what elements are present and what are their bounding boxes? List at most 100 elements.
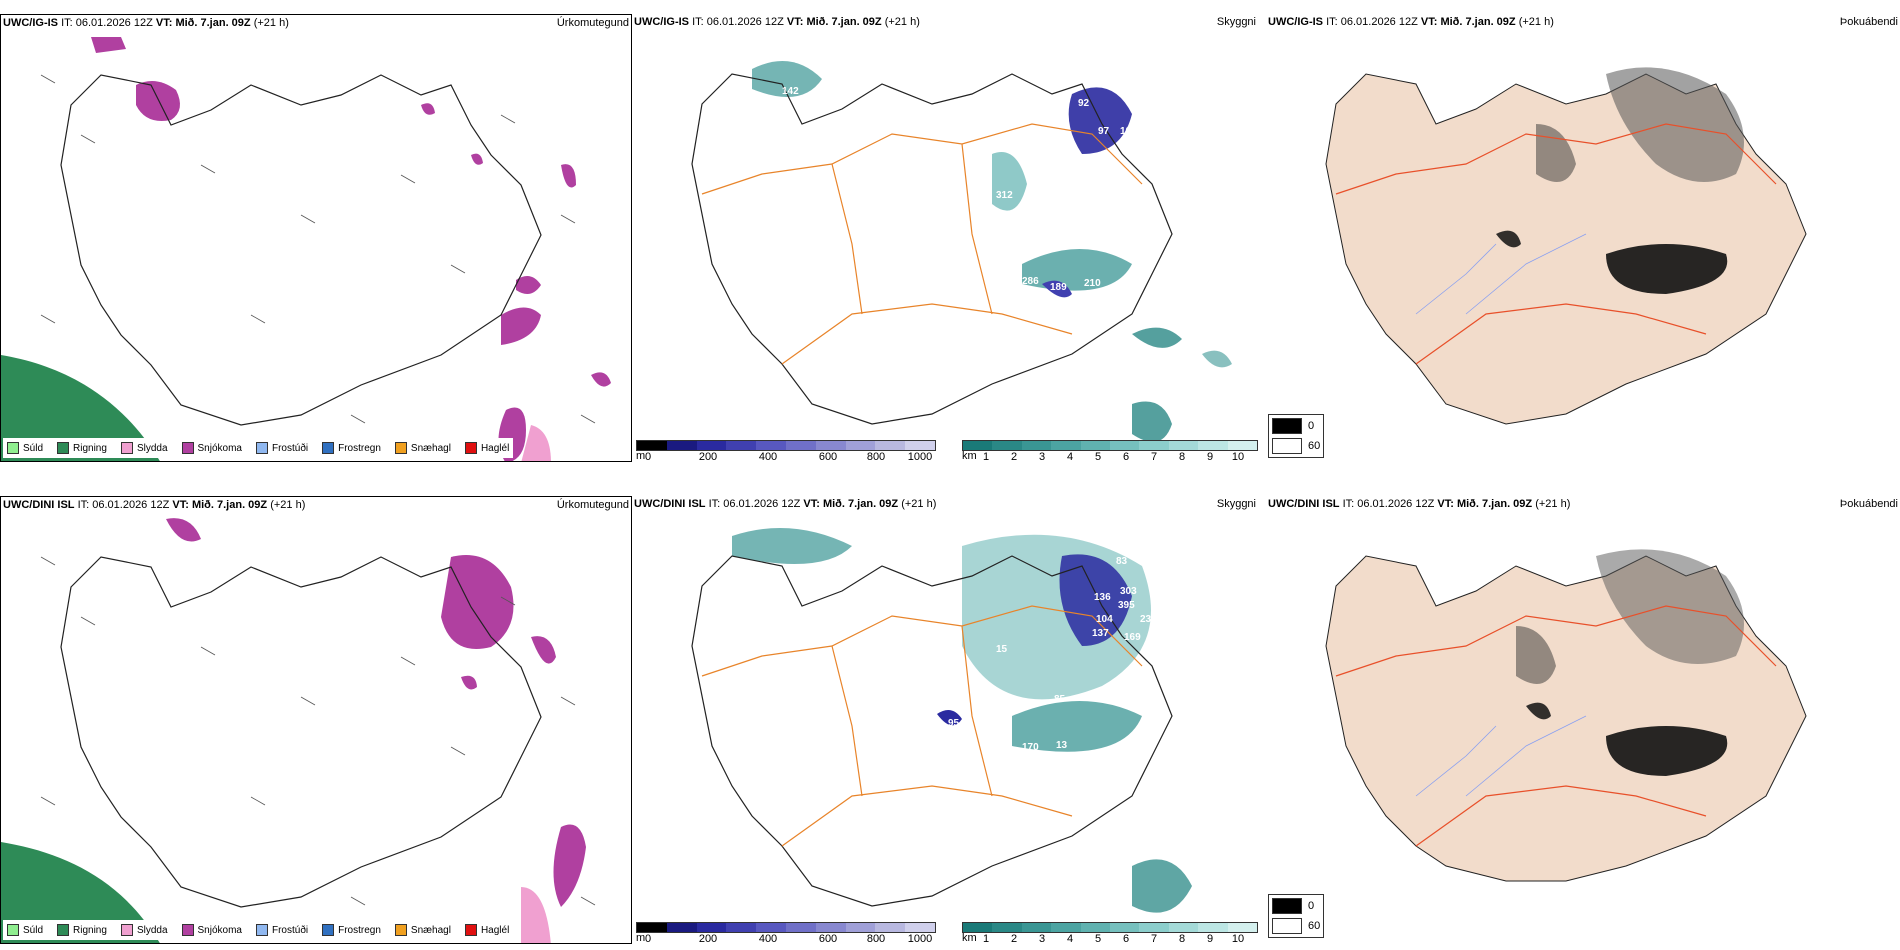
fog-area xyxy=(1516,626,1556,684)
iceland-outline xyxy=(60,556,542,908)
cloud-number: 210 xyxy=(1084,278,1101,289)
ptype-title-2: UWC/DINI ISL IT: 06.01.2026 12Z VT: Mið.… xyxy=(3,499,306,511)
colorbar-tick: 400 xyxy=(758,933,778,944)
legend-swatch xyxy=(255,924,268,936)
fog-swatch xyxy=(1272,898,1302,914)
snow-area xyxy=(561,164,576,188)
cloud-number: 632 xyxy=(738,36,755,47)
vis-name-2: Skyggni xyxy=(1216,498,1256,510)
vis-name-1: Skyggni xyxy=(1216,16,1256,28)
colorbar-bar xyxy=(962,922,1258,933)
colorbar-segment xyxy=(1021,441,1052,450)
colorbar-segment xyxy=(1021,923,1052,932)
colorbar-unit: m xyxy=(636,450,646,462)
ptype-title-1: UWC/IG-IS IT: 06.01.2026 12Z VT: Mið. 7.… xyxy=(3,17,289,29)
road-line xyxy=(831,645,863,797)
colorbar-segment xyxy=(1168,441,1199,450)
cloud-number: 395 xyxy=(1118,600,1135,611)
colorbar-segment xyxy=(637,923,667,932)
colorbar-tick: 8 xyxy=(1178,451,1186,462)
river-line xyxy=(1415,243,1497,315)
colorbar-tick: 10 xyxy=(1231,933,1245,944)
legend-swatch xyxy=(181,924,194,936)
river-line xyxy=(1415,725,1497,797)
colorbar-segment xyxy=(1168,923,1199,932)
colorbar-tick: 3 xyxy=(1038,933,1046,944)
legend-swatch xyxy=(7,442,19,454)
fog-map-2 xyxy=(1325,549,1807,882)
legend-swatch xyxy=(322,924,335,936)
colorbar-tick: 2 xyxy=(1010,933,1018,944)
ptype-name-2: Úrkomutegund xyxy=(556,499,629,511)
legend-item: Slydda xyxy=(120,442,168,454)
cloud-number: 137 xyxy=(1092,628,1109,639)
colorbar-tick: 200 xyxy=(698,933,718,944)
fog-legend-item: 0 xyxy=(1272,418,1320,434)
snow-area xyxy=(166,518,201,542)
road-line xyxy=(781,303,1073,365)
legend-swatch xyxy=(57,924,70,936)
colorbar-tick: 9 xyxy=(1206,933,1214,944)
colorbar-tick: 600 xyxy=(818,451,838,462)
colorbar-ticks: 1 2 3 4 5 6 7 8 9 10 xyxy=(962,451,1258,462)
colorbar-tick: 4 xyxy=(1066,933,1074,944)
visibility-colorbar-2: 1 2 3 4 5 6 7 8 9 10 km xyxy=(962,922,1258,944)
river-line xyxy=(1465,233,1587,315)
vis-area xyxy=(1132,327,1182,348)
colorbar-segment xyxy=(992,441,1022,450)
colorbar-segment xyxy=(963,923,993,932)
legend-item: Snæhagl xyxy=(394,924,451,936)
cloud-number: 83 xyxy=(1116,556,1128,567)
road-line xyxy=(831,163,863,315)
colorbar-tick: 6 xyxy=(1122,933,1130,944)
cloud-area xyxy=(1042,280,1072,298)
colorbar-tick: 7 xyxy=(1150,451,1158,462)
colorbar-segment xyxy=(845,923,876,932)
fog-map-1 xyxy=(1325,67,1807,425)
colorbar-unit: km xyxy=(962,450,977,462)
colorbar-segment xyxy=(815,441,846,450)
river-line xyxy=(1465,715,1587,797)
colorbar-segment xyxy=(1051,441,1081,450)
legend-swatch xyxy=(120,442,133,454)
ptype-panel-2: UWC/DINI ISL IT: 06.01.2026 12Z VT: Mið.… xyxy=(0,496,632,944)
fog-area xyxy=(1606,67,1744,182)
colorbar-tick: 0 xyxy=(644,933,652,944)
cloud-number: 169 xyxy=(1124,632,1141,643)
fog-area xyxy=(1536,124,1576,182)
colorbar-segment xyxy=(756,441,786,450)
rain-area xyxy=(1,355,160,461)
cloud-number: 209 xyxy=(1064,774,1081,785)
colorbar-segment xyxy=(1198,441,1228,450)
fog-area xyxy=(1496,230,1521,248)
fog-panel-2: UWC/DINI ISL IT: 06.01.2026 12Z VT: Mið.… xyxy=(1266,496,1900,888)
cloud-number: 97 xyxy=(1098,126,1110,137)
snow-area xyxy=(441,555,514,649)
colorbar-tick: 800 xyxy=(866,933,886,944)
legend-swatch xyxy=(255,442,268,454)
colorbar-segment xyxy=(845,441,876,450)
colorbar-tick: 1000 xyxy=(907,933,933,944)
snow-area xyxy=(516,276,541,294)
ptype-legend-2: Súld Rigning Slydda Snjókoma Frostúði Fr… xyxy=(3,920,514,940)
colorbar-tick: 400 xyxy=(758,451,778,462)
cloud-map-2 xyxy=(691,528,1192,913)
colorbar-tick: 9 xyxy=(1206,451,1214,462)
legend-swatch xyxy=(322,442,335,454)
colorbar-segment xyxy=(696,923,727,932)
colorbar-tick: 1000 xyxy=(907,451,933,462)
road-line xyxy=(1335,123,1777,195)
colorbar-tick: 2 xyxy=(1010,451,1018,462)
ptype-map-2 xyxy=(1,518,596,943)
legend-item: Frostúði xyxy=(255,924,308,936)
colorbar-tick: 1 xyxy=(982,933,990,944)
legend-swatch xyxy=(464,442,477,454)
vis-area xyxy=(1132,859,1192,913)
legend-item: Snjókoma xyxy=(181,442,242,454)
colorbar-segment xyxy=(1139,441,1169,450)
cloud-number: 15 xyxy=(996,644,1008,655)
fog-legend-item: 0 xyxy=(1272,898,1320,914)
fog-title-2: UWC/DINI ISL IT: 06.01.2026 12Z VT: Mið.… xyxy=(1268,498,1571,510)
colorbar-tick: 5 xyxy=(1094,933,1102,944)
colorbar-bar xyxy=(636,440,936,451)
